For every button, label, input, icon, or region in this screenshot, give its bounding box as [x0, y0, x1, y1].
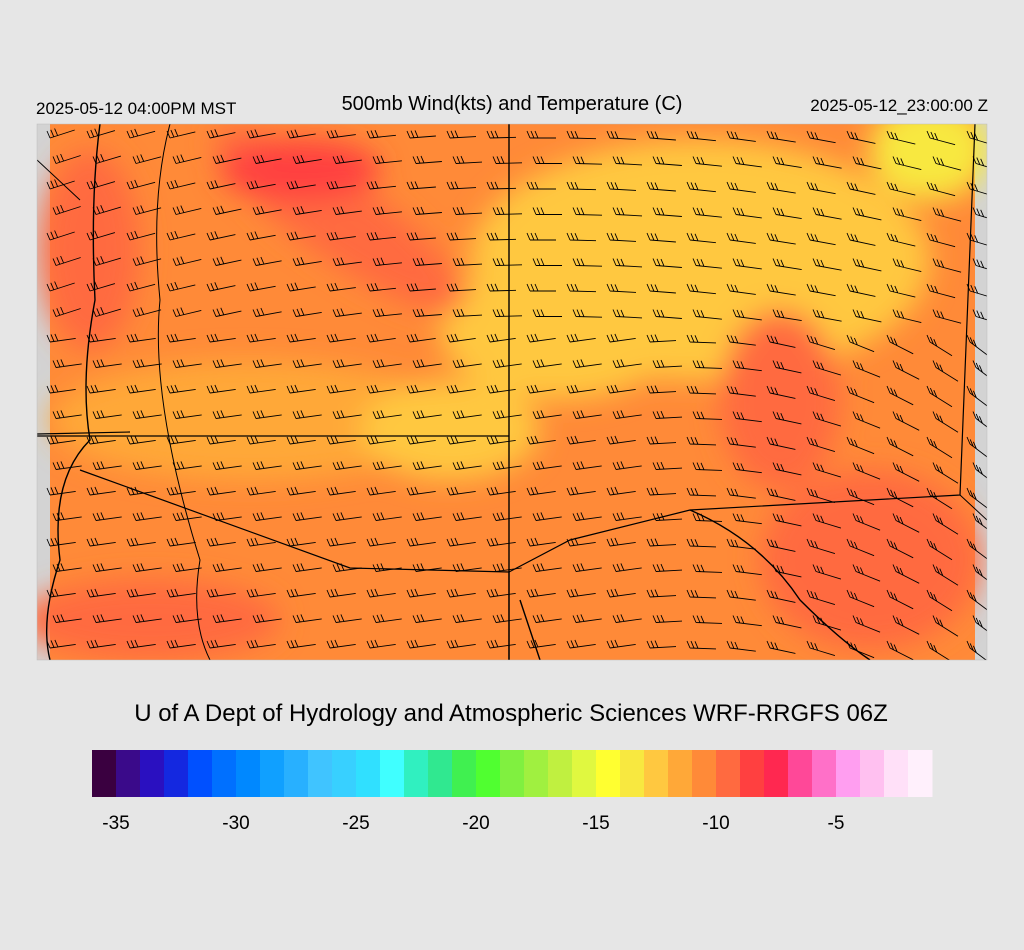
valid-utc-time: 2025-05-12_23:00:00 Z — [810, 96, 988, 115]
colorbar-swatch — [260, 750, 285, 797]
colorbar-swatch — [332, 750, 357, 797]
colorbar-swatch — [692, 750, 717, 797]
colorbar-swatch — [212, 750, 237, 797]
colorbar-swatch — [188, 750, 213, 797]
colorbar: -35 -30 -25 -20 -15 -10 -5 — [92, 750, 933, 834]
colorbar-swatch — [764, 750, 789, 797]
colorbar-swatch — [620, 750, 645, 797]
colorbar-swatch — [740, 750, 765, 797]
colorbar-tick-label: -30 — [222, 813, 249, 834]
colorbar-swatch — [116, 750, 141, 797]
colorbar-swatch — [524, 750, 549, 797]
colorbar-tick-label: -20 — [462, 813, 489, 834]
map-title: 500mb Wind(kts) and Temperature (C) — [342, 93, 683, 115]
colorbar-swatch — [908, 750, 933, 797]
colorbar-tick-label: -10 — [702, 813, 729, 834]
colorbar-swatch — [572, 750, 597, 797]
colorbar-swatch — [236, 750, 261, 797]
colorbar-tick-label: -25 — [342, 813, 369, 834]
wind-barbs — [46, 128, 987, 660]
colorbar-swatch — [380, 750, 405, 797]
colorbar-swatch — [140, 750, 165, 797]
colorbar-swatch — [548, 750, 573, 797]
colorbar-swatch — [284, 750, 309, 797]
map-area — [37, 124, 987, 660]
colorbar-swatch — [860, 750, 885, 797]
colorbar-swatch — [428, 750, 453, 797]
colorbar-swatch — [668, 750, 693, 797]
colorbar-swatch — [452, 750, 477, 797]
credit: U of A Dept of Hydrology and Atmospheric… — [134, 700, 888, 727]
colorbar-swatch — [884, 750, 909, 797]
colorbar-swatch — [596, 750, 621, 797]
colorbar-swatch — [812, 750, 837, 797]
colorbar-tick-label: -5 — [828, 813, 845, 834]
colorbar-swatch — [500, 750, 525, 797]
colorbar-swatch — [308, 750, 333, 797]
colorbar-swatch — [716, 750, 741, 797]
colorbar-swatch — [404, 750, 429, 797]
map-frame — [36, 123, 988, 661]
colorbar-tick-label: -15 — [582, 813, 609, 834]
colorbar-swatch — [92, 750, 117, 797]
colorbar-swatch — [476, 750, 501, 797]
colorbar-swatch — [164, 750, 189, 797]
colorbar-swatch — [356, 750, 381, 797]
barb-path — [46, 128, 987, 660]
colorbar-swatch — [644, 750, 669, 797]
colorbar-swatch — [836, 750, 861, 797]
valid-local-time: 2025-05-12 04:00PM MST — [36, 99, 236, 118]
colorbar-tick-label: -35 — [102, 813, 129, 834]
colorbar-swatch — [788, 750, 813, 797]
